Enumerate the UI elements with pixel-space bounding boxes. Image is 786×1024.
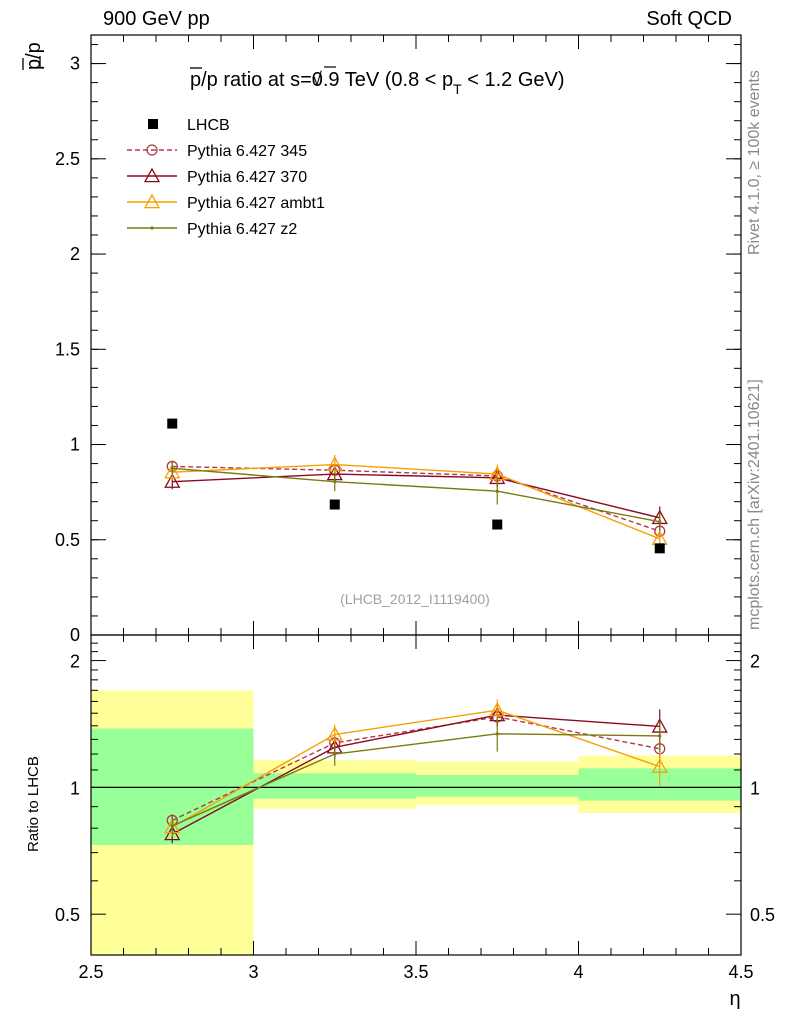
header-right: Soft QCD xyxy=(646,8,732,30)
x-tick-label: 4.5 xyxy=(728,962,753,982)
main-y-tick-label: 1.5 xyxy=(55,339,80,359)
x-axis-label: η xyxy=(729,988,740,1010)
legend-series-2-label: Pythia 6.427 ambt1 xyxy=(187,195,325,212)
title-subscript-t: T xyxy=(453,81,462,97)
x-tick-label: 3 xyxy=(248,962,258,982)
legend-lhcb-label: LHCB xyxy=(187,117,230,134)
title-text-2: =0.9 TeV (0.8 < p xyxy=(300,69,453,91)
series-3-point xyxy=(333,480,337,484)
x-tick-label: 3.5 xyxy=(403,962,428,982)
legend-lhcb-marker xyxy=(148,119,158,129)
series-3-point xyxy=(495,489,499,493)
ylabel-rest: /p xyxy=(23,42,45,59)
title-sqrt-s: s xyxy=(290,69,300,91)
series-3-ratio-point xyxy=(170,824,174,828)
legend-series-1-label: Pythia 6.427 370 xyxy=(187,169,307,186)
legend: LHCB Pythia 6.427 345 Pythia 6.427 370 Pyth… xyxy=(127,117,325,238)
legend-series-3-label: Pythia 6.427 z2 xyxy=(187,221,297,238)
title-pbar: p xyxy=(190,69,201,91)
ratio-y-tick-label-left: 1 xyxy=(70,778,80,798)
legend-series-1-marker xyxy=(143,167,161,183)
svg-text:Ratio to LHCB: Ratio to LHCB xyxy=(25,756,42,852)
series-1-point xyxy=(164,473,181,488)
ratio-y-axis-label: Ratio to LHCB xyxy=(25,756,42,852)
series-1-line xyxy=(172,473,660,519)
ratio-y-tick-label-right: 0.5 xyxy=(750,905,775,925)
x-tick-label: 4 xyxy=(573,962,583,982)
legend-series-3-marker xyxy=(150,226,154,230)
x-tick-label: 2.5 xyxy=(78,962,103,982)
series-3-point xyxy=(170,466,174,470)
series-2-ratio-point xyxy=(651,758,668,773)
main-y-tick-label: 2.5 xyxy=(55,149,80,169)
series-3-ratio-point xyxy=(333,752,337,756)
series-2-ratio-point xyxy=(326,726,343,741)
series-3-line xyxy=(172,467,660,523)
series-2-point xyxy=(326,456,343,471)
series-3-point xyxy=(658,520,662,524)
series-2-ratio-point xyxy=(489,701,506,717)
main-y-tick-label: 0.5 xyxy=(55,530,80,550)
y-axis-label: p/p xyxy=(23,42,45,70)
main-y-tick-label: 3 xyxy=(70,54,80,74)
sqrt-sign: √ xyxy=(312,69,322,89)
legend-series-2-marker xyxy=(143,193,161,209)
legend-series-0-label: Pythia 6.427 345 xyxy=(187,143,307,160)
analysis-tag: (LHCB_2012_I1119400) xyxy=(340,591,490,607)
main-y-tick-label: 0 xyxy=(70,625,80,645)
series-3-ratio-line xyxy=(171,733,660,827)
series-3-ratio-point xyxy=(658,734,662,738)
lhcb-data-point xyxy=(492,519,503,530)
ratio-y-tick-label-right: 2 xyxy=(750,652,760,672)
title-text-3: < 1.2 GeV) xyxy=(462,69,565,91)
main-y-tick-label: 2 xyxy=(70,244,80,264)
series-2-ratio-line xyxy=(171,709,660,828)
ratio-y-tick-label-left: 0.5 xyxy=(55,905,80,925)
lhcb-data-point xyxy=(329,499,340,510)
ylabel-pbar: p xyxy=(23,59,45,70)
svg-text:p/p: p/p xyxy=(23,42,45,70)
series-2-point xyxy=(164,463,181,479)
lhcb-data-point xyxy=(654,543,665,554)
chart-title: p/p ratio at s=0.9 TeV (0.8 < pT < 1.2 G… xyxy=(190,69,565,97)
series-0-ratio-line xyxy=(171,716,660,821)
ratio-plot xyxy=(90,634,742,956)
lhcb-data-point xyxy=(167,418,178,429)
series-3-ratio-point xyxy=(495,732,499,736)
main-y-tick-label: 1 xyxy=(70,435,80,455)
header-left: 900 GeV pp xyxy=(103,8,210,30)
legend-series-0-marker xyxy=(146,144,158,156)
ratio-y-tick-label-right: 1 xyxy=(750,778,760,798)
ratio-y-tick-label-left: 2 xyxy=(70,652,80,672)
ratio-band-1sigma xyxy=(416,774,579,797)
title-text-1: /p ratio at xyxy=(201,69,290,91)
